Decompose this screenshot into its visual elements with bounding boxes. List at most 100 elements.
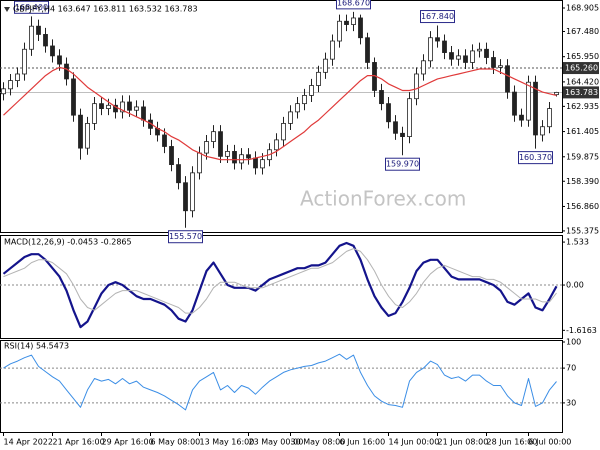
candle-body: [323, 58, 328, 73]
x-tick-label: 14 Jun 00:00: [389, 438, 440, 447]
y-tick-label: 70: [566, 364, 576, 373]
y-tick-label: 158.390: [566, 177, 599, 186]
candle-body: [386, 103, 391, 123]
low-label: 155.570: [169, 232, 202, 241]
candle-body: [484, 48, 489, 58]
y-tick-label: 162.935: [566, 102, 599, 111]
high-label: 168.670: [337, 0, 370, 7]
y-tick-label: 168.905: [566, 3, 599, 12]
candle-body: [547, 108, 552, 128]
candle-body: [239, 154, 244, 164]
candle-body: [428, 37, 433, 62]
y-tick-label: 155.375: [566, 226, 599, 235]
y-tick-label: 159.875: [566, 152, 599, 161]
candle-body: [379, 90, 384, 105]
candle-body: [113, 104, 118, 113]
x-tick-label: 6 May 08:00: [151, 438, 201, 447]
y-tick-label: 1.533: [566, 238, 589, 247]
candle-body: [456, 55, 461, 60]
candle-body: [344, 20, 349, 25]
candle-body: [162, 134, 167, 147]
rsi-panel: [0, 340, 563, 433]
x-tick-label: 6 Jun 16:00: [340, 438, 386, 447]
candle-body: [470, 50, 475, 63]
candle-body: [491, 57, 496, 68]
candle-body: [50, 45, 55, 57]
candle-body: [309, 85, 314, 96]
x-tick-label: 28 Jun 16:00: [487, 438, 538, 447]
candle-body: [15, 73, 20, 81]
candle-body: [519, 114, 524, 121]
candle-body: [183, 182, 188, 212]
x-tick-label: 13 May 16:00: [200, 438, 255, 447]
candle-body: [99, 103, 104, 109]
candle-body: [407, 98, 412, 137]
candle-body: [36, 25, 41, 35]
x-tick-label: 21 Apr 16:00: [53, 438, 105, 447]
candle-body: [204, 141, 209, 154]
candle-body: [393, 121, 398, 134]
candle-body: [29, 25, 34, 50]
y-tick-label: 165.950: [566, 52, 599, 61]
series-line: [3, 353, 557, 411]
candle-body: [512, 91, 517, 116]
candle-body: [134, 106, 139, 111]
candle-body: [533, 81, 538, 136]
level-label: 165.260: [565, 64, 598, 73]
candle-body: [365, 37, 370, 63]
high-label-box: [14, 0, 49, 14]
candle-body: [71, 78, 76, 116]
candle-body: [169, 146, 174, 166]
candle-body: [337, 20, 342, 42]
candle-body: [400, 132, 405, 137]
level-label-box: [563, 62, 599, 75]
candle-body: [92, 103, 97, 124]
candle-body: [302, 95, 307, 105]
watermark: ActionForex.com: [300, 187, 466, 211]
x-tick-label: 14 Apr 2022: [4, 438, 53, 447]
x-tick-label: 30 May 08:00: [291, 438, 346, 447]
x-tick-label: 6 Jul 00:00: [529, 438, 572, 447]
x-tick-label: 21 Jun 08:00: [438, 438, 489, 447]
candle-body: [498, 65, 503, 68]
y-tick-label: 156.860: [566, 202, 599, 211]
candle-body: [8, 80, 13, 90]
y-tick-label: -1.6163: [566, 326, 597, 335]
last-price-label: 163.783: [565, 88, 598, 97]
candle-body: [176, 164, 181, 184]
last-price-box: [563, 86, 599, 99]
candle-body: [295, 103, 300, 113]
candle-body: [274, 139, 279, 151]
candle-body: [127, 101, 132, 111]
candle-body: [85, 123, 90, 149]
x-tick-label: 29 Apr 16:00: [102, 438, 154, 447]
candle-body: [442, 40, 447, 53]
high-label: 167.840: [421, 12, 454, 21]
candle-body: [421, 60, 426, 75]
high-label: 168.400: [15, 3, 48, 12]
high-label-box: [420, 10, 455, 24]
candle-body: [463, 55, 468, 63]
candle-body: [225, 151, 230, 157]
candle-body: [554, 91, 559, 96]
candle-body: [281, 123, 286, 141]
candle-body: [57, 55, 62, 65]
series-line: [3, 248, 557, 314]
macd-panel: [0, 235, 563, 339]
low-label-box: [518, 151, 553, 165]
x-tick-label: 23 May 00:00: [249, 438, 304, 447]
candle-body: [141, 106, 146, 121]
candle-body: [526, 81, 531, 121]
candle-body: [330, 40, 335, 60]
candle-body: [190, 172, 195, 212]
series-line: [3, 66, 557, 161]
candle-body: [64, 63, 69, 80]
candle-body: [260, 159, 265, 169]
low-label-box: [385, 157, 420, 171]
candle-body: [253, 157, 258, 169]
y-tick-label: 100: [566, 338, 581, 347]
candle-body: [43, 34, 48, 47]
candle-body: [211, 131, 216, 142]
